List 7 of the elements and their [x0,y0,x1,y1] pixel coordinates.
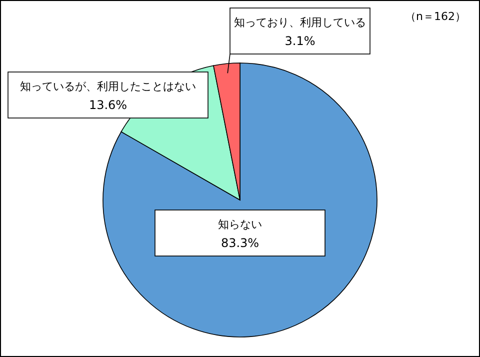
data-label: 83.3% [220,236,260,250]
slice-label: 知っているが、利用したことはない [20,80,196,93]
data-label: 13.6% [88,98,128,112]
data-label: 3.1% [284,34,316,48]
slice-label: 知らない [218,218,262,231]
text: （n＝162） [405,10,466,23]
slice-label: 知っており、利用している [234,16,366,29]
